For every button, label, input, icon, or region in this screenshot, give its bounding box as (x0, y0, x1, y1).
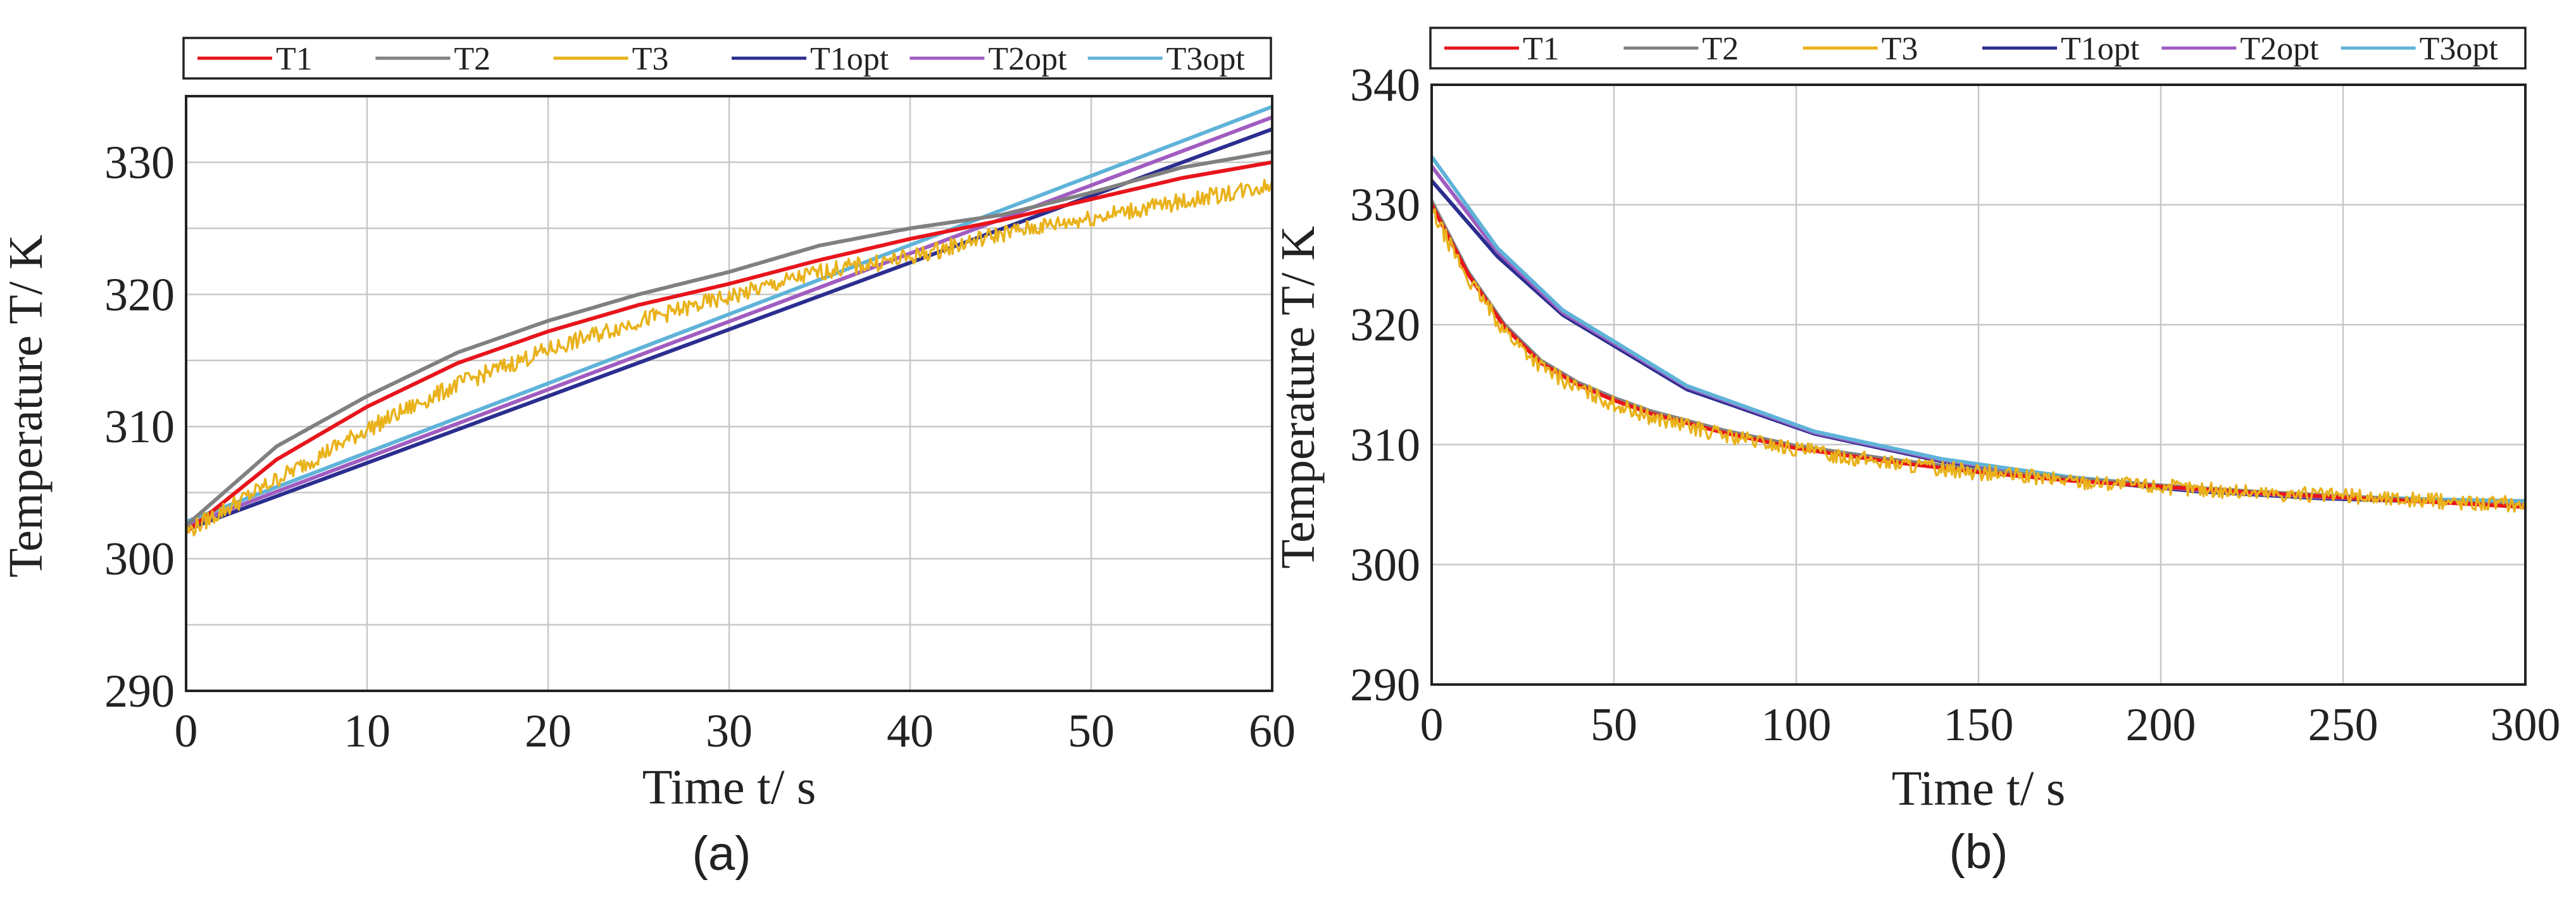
legend-label-t3opt: T3opt (1166, 41, 1246, 77)
legend-label-t1: T1 (276, 41, 313, 77)
x-tick-label: 250 (2308, 699, 2379, 751)
series-line-t3opt (185, 104, 1273, 524)
panel-label: (a) (692, 827, 751, 881)
legend: T1 T2 T3 T1opt T2opt T3opt (1429, 27, 2527, 70)
x-axis-label: Time t/ s (1892, 760, 2066, 815)
x-axis-label: Time t/ s (642, 759, 816, 814)
series-line-t3 (1430, 208, 2527, 513)
series-line-t3 (185, 178, 1273, 536)
legend-label-t3: T3 (632, 41, 669, 77)
x-tick-label: 300 (2491, 699, 2561, 751)
legend-label-t2: T2 (1702, 31, 1739, 67)
y-tick-label: 310 (1350, 419, 1420, 471)
legend: T1 T2 T3 T1opt T2opt T3opt (182, 37, 1272, 80)
legend-label-t3opt: T3opt (2420, 31, 2499, 67)
x-tick-label: 50 (1068, 705, 1115, 757)
series-line-t2opt (185, 115, 1273, 528)
legend-label-t1: T1 (1523, 31, 1560, 67)
y-tick-label: 290 (1350, 659, 1420, 711)
y-tick-label: 320 (104, 269, 175, 321)
chart-panel-b: 0 50 100 150 200 250 300 290 300 310 320 330 340 Time… (1272, 27, 2561, 879)
panel-label: (b) (1949, 825, 2008, 879)
x-tick-label: 100 (1761, 699, 1832, 751)
y-axis-label: Temperature T/ K (0, 235, 53, 578)
legend-label-t3: T3 (1882, 31, 1918, 67)
plot-frame (1430, 84, 2527, 686)
legend-label-t2: T2 (454, 41, 491, 77)
x-tick-label: 0 (1420, 699, 1444, 751)
y-tick-label: 300 (1350, 539, 1420, 591)
series-line-t2 (185, 149, 1273, 528)
series-group (1430, 156, 2527, 513)
legend-label-t1opt: T1opt (810, 41, 889, 77)
chart-panel-a: 0 10 20 30 40 50 60 290 300 310 320 330 Time t/ s Tem… (0, 37, 1296, 881)
y-tick-label: 300 (104, 533, 175, 585)
y-tick-label: 340 (1350, 59, 1420, 111)
legend-label-t1opt: T1opt (2061, 31, 2140, 67)
x-tick-label: 60 (1249, 705, 1296, 757)
y-tick-label: 290 (104, 666, 175, 717)
grid (1430, 84, 2527, 686)
plot-frame (185, 95, 1273, 692)
grid (185, 95, 1273, 692)
y-tick-label: 320 (1350, 299, 1420, 351)
legend-label-t2opt: T2opt (2240, 31, 2319, 67)
legend-label-t2opt: T2opt (988, 41, 1067, 77)
x-tick-label: 150 (1944, 699, 2014, 751)
x-tick-label: 0 (175, 705, 198, 757)
x-tick-label: 200 (2126, 699, 2196, 751)
x-tick-label: 50 (1591, 699, 1637, 751)
series-group (185, 104, 1273, 536)
x-tick-label: 40 (887, 705, 934, 757)
y-axis-label: Temperature T/ K (1272, 226, 1325, 569)
x-tick-label: 10 (344, 705, 391, 757)
y-tick-label: 330 (1350, 180, 1420, 232)
y-tick-label: 310 (104, 401, 175, 453)
series-line-t1opt (185, 127, 1273, 532)
series-line-t1 (185, 160, 1273, 534)
x-tick-label: 20 (525, 705, 572, 757)
x-tick-label: 30 (706, 705, 753, 757)
y-tick-label: 330 (104, 137, 175, 189)
